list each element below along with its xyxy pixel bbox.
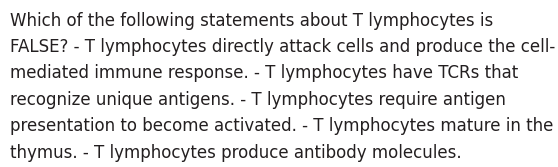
- Text: thymus. - T lymphocytes produce antibody molecules.: thymus. - T lymphocytes produce antibody…: [10, 144, 461, 162]
- Text: mediated immune response. - T lymphocytes have TCRs that: mediated immune response. - T lymphocyte…: [10, 64, 518, 82]
- Text: Which of the following statements about T lymphocytes is: Which of the following statements about …: [10, 12, 493, 30]
- Text: presentation to become activated. - T lymphocytes mature in the: presentation to become activated. - T ly…: [10, 117, 554, 135]
- Text: FALSE? - T lymphocytes directly attack cells and produce the cell-: FALSE? - T lymphocytes directly attack c…: [10, 38, 555, 56]
- Text: recognize unique antigens. - T lymphocytes require antigen: recognize unique antigens. - T lymphocyt…: [10, 91, 506, 109]
